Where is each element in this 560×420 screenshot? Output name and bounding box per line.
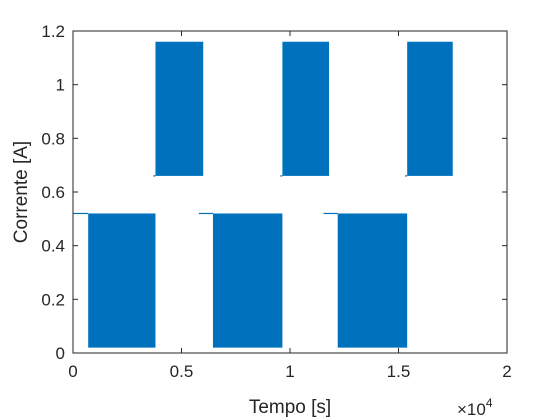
x-tick-label: 1.5 [387,362,411,381]
x-tick-label: 1 [285,362,294,381]
x-tick-label: 0.5 [170,362,194,381]
x-axis-multiplier: ×104 [457,396,493,419]
y-tick-label: 0 [56,344,65,363]
oscillation-band-2 [155,41,204,176]
y-tick-label: 1 [56,76,65,95]
oscillation-band-4 [282,41,330,176]
x-axis-label: Tempo [s] [249,397,331,418]
y-axis-ticks: 0 0.2 0.4 0.6 0.8 1 1.2 [41,22,507,363]
y-tick-label: 0.8 [41,129,65,148]
x-axis-ticks: 0 0.5 1 1.5 2 [68,31,512,381]
x-axis-multiplier-base: ×10 [457,400,486,419]
oscillation-band-5 [337,213,408,348]
y-tick-label: 0.6 [41,183,65,202]
oscillation-band-3 [212,213,283,348]
x-tick-label: 2 [502,362,511,381]
y-axis-label: Corrente [A] [11,141,32,243]
oscillation-bands [88,41,453,348]
oscillation-band-1 [88,213,156,348]
y-tick-label: 0.4 [41,237,65,256]
x-tick-label: 0 [68,362,77,381]
y-tick-label: 1.2 [41,22,65,41]
baseline-segments [73,175,408,215]
y-tick-label: 0.2 [41,290,65,309]
oscillation-band-6 [407,41,453,176]
x-axis-multiplier-exponent: 4 [486,396,493,410]
